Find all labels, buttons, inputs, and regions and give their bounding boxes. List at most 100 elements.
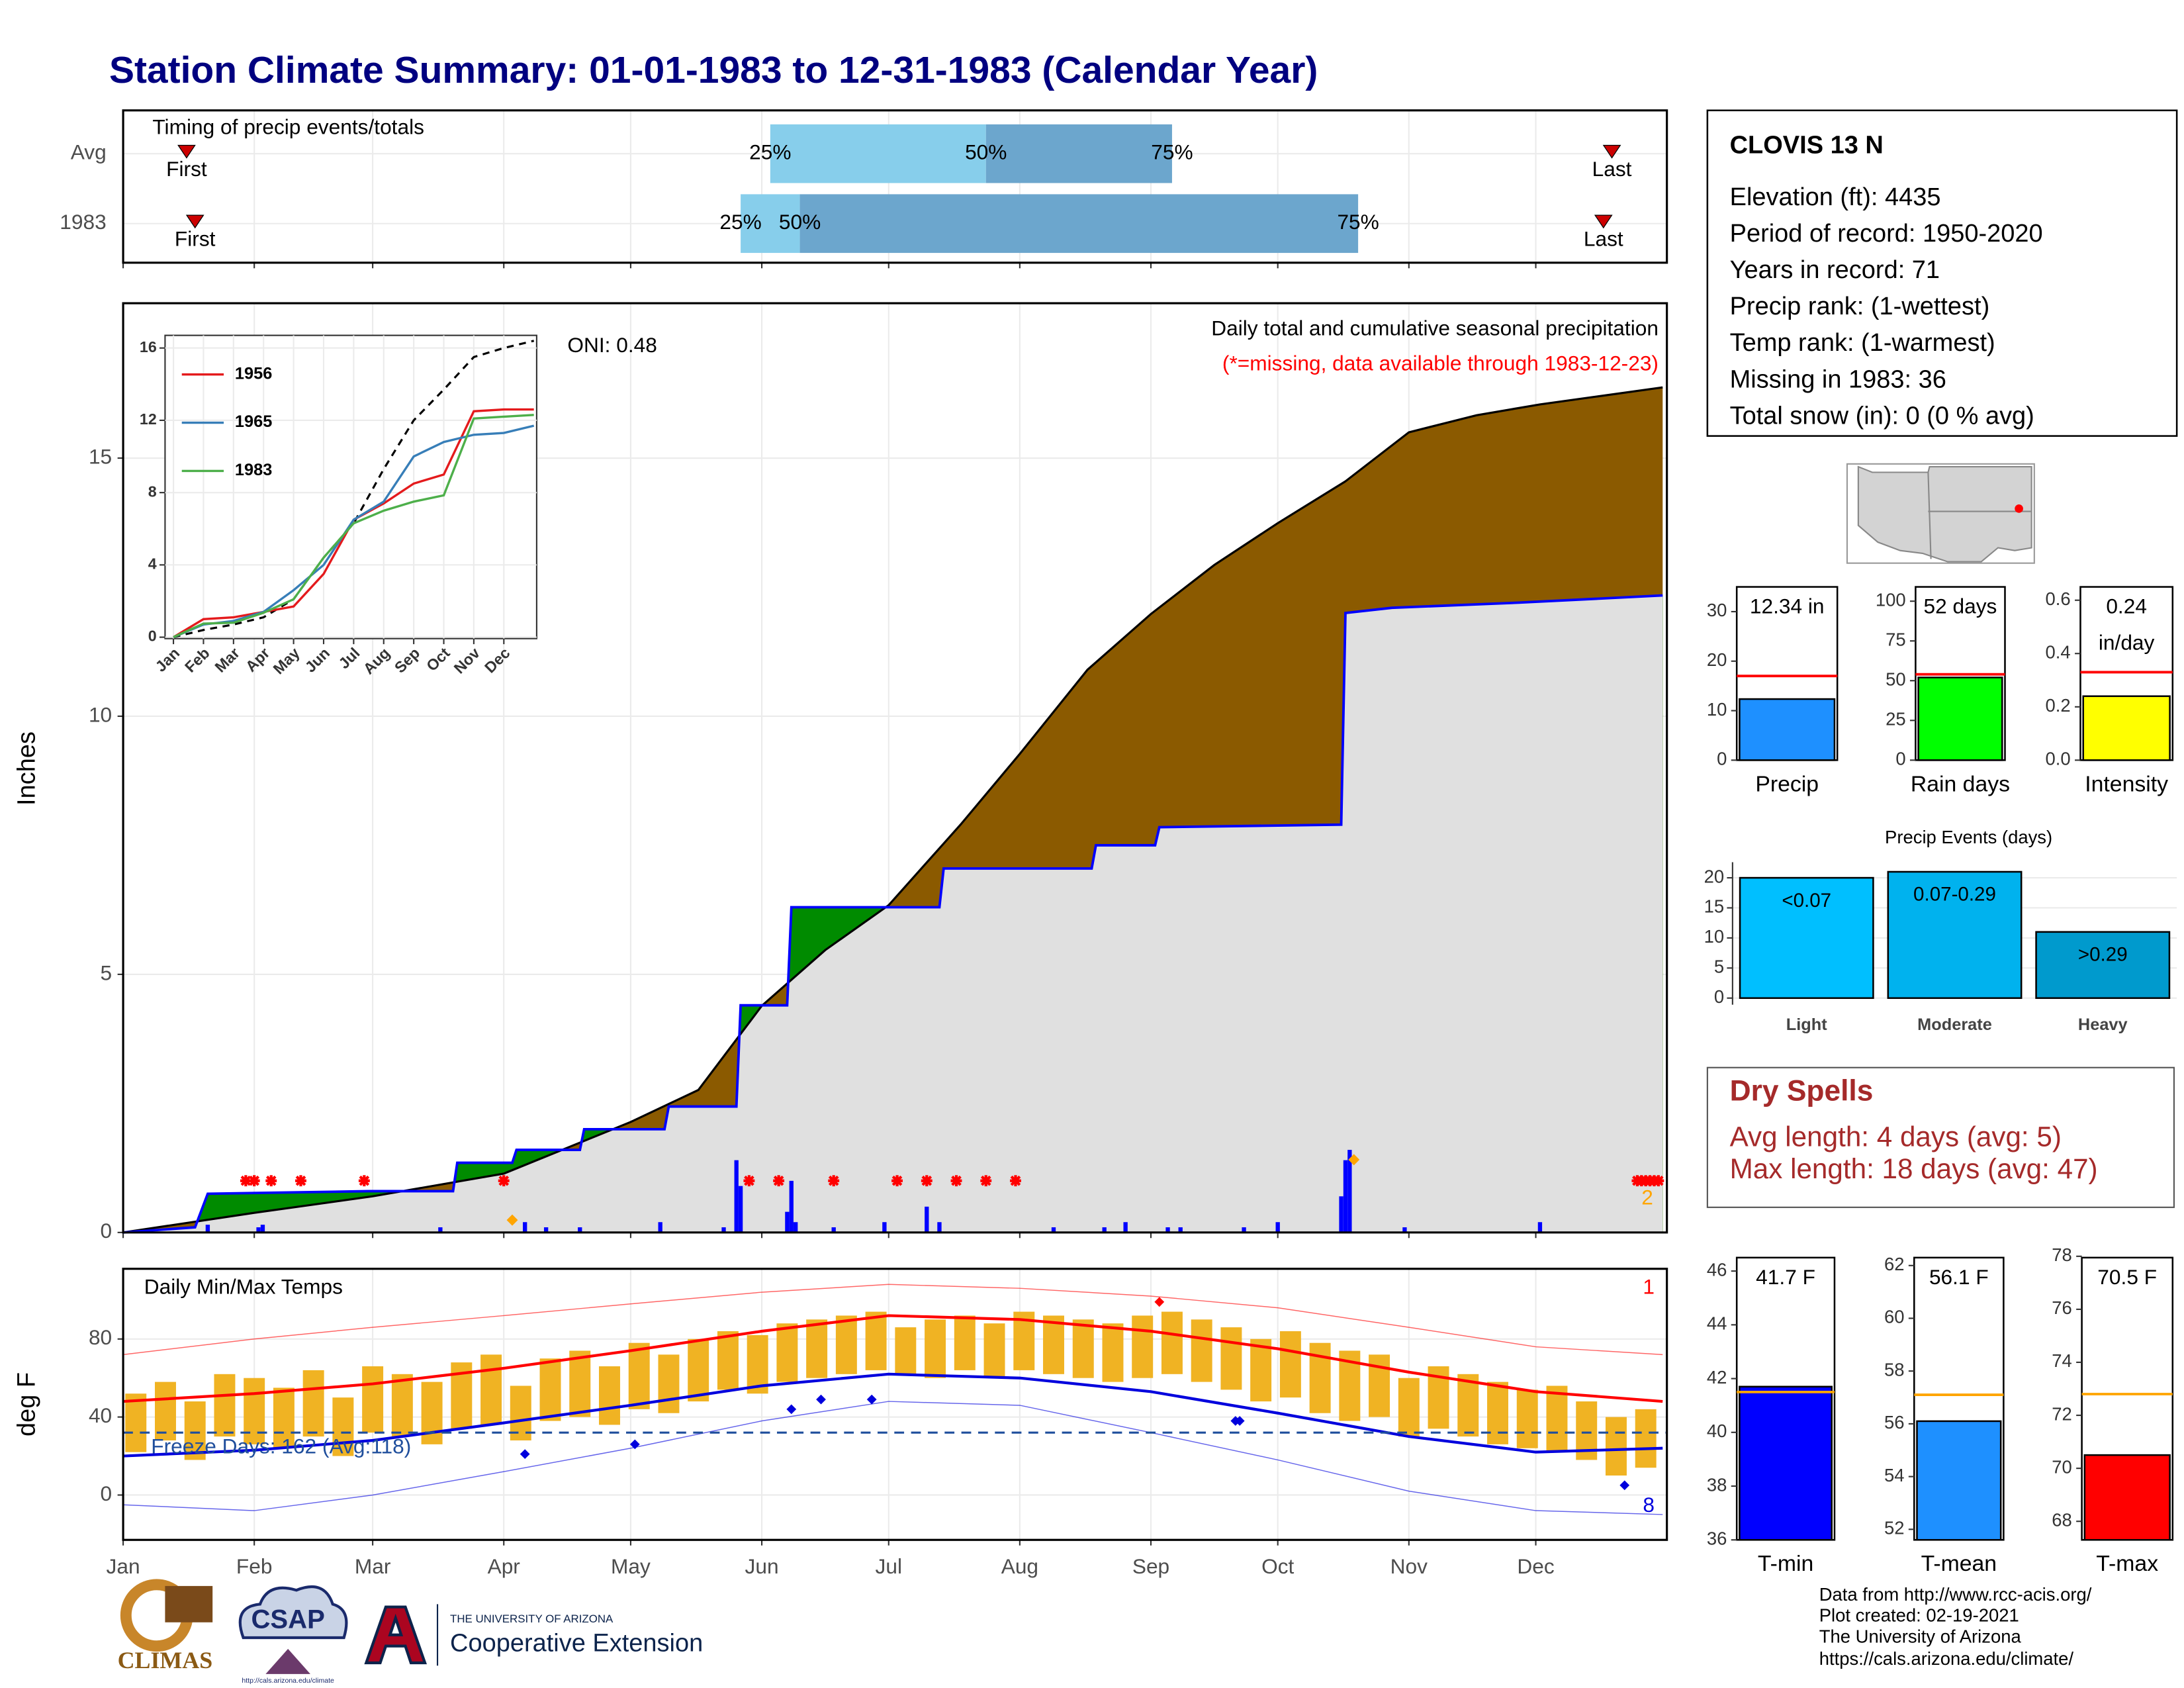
y-tick-label: 10 xyxy=(1707,699,1727,720)
temp-range-bar xyxy=(747,1335,768,1394)
temp-range-bar xyxy=(1043,1315,1064,1374)
station-info: Temp rank: (1-warmest) xyxy=(1730,329,1995,357)
y-tick-label: 5 xyxy=(1714,957,1724,977)
daily-precip-bar xyxy=(1339,1196,1343,1233)
x-tick-label: Jan xyxy=(107,1554,140,1578)
bar xyxy=(1887,870,2023,1000)
temp-range-bar xyxy=(1635,1409,1657,1468)
temp-range-bar xyxy=(510,1385,531,1440)
dry-spells-title: Dry Spells xyxy=(1730,1074,1874,1107)
daily-precip-bar xyxy=(1165,1227,1170,1233)
y-tick-label: 0 xyxy=(148,628,157,645)
y-tick-label: 76 xyxy=(2052,1297,2072,1318)
panel-title: Timing of precip events/totals xyxy=(152,115,424,139)
daily-precip-bar xyxy=(937,1222,942,1233)
footer-line: https://cals.arizona.edu/climate/ xyxy=(1819,1648,2074,1669)
bar xyxy=(2035,931,2171,1000)
daily-precip-bar xyxy=(785,1211,790,1233)
y-tick-label: 75 xyxy=(1886,629,1906,649)
record-high-line xyxy=(122,1284,1663,1356)
timing-marker xyxy=(177,144,196,159)
dry-spells-box xyxy=(1706,1066,2175,1208)
temp-range-bar xyxy=(1102,1323,1124,1382)
temp-range-bar xyxy=(806,1319,828,1378)
y-tick-label: 0 xyxy=(1714,986,1724,1007)
panel-subtitle: (*=missing, data available through 1983-… xyxy=(1222,351,1659,375)
csap-cloud xyxy=(238,1585,348,1640)
x-tick-label: Apr xyxy=(488,1554,521,1578)
x-axis-title: T-min xyxy=(1758,1551,1813,1576)
bar-label: >0.29 xyxy=(2078,944,2128,966)
x-tick-label: Nov xyxy=(1390,1554,1428,1578)
y-tick-label: 72 xyxy=(2052,1403,2072,1424)
missing-marker xyxy=(980,1175,992,1187)
daily-precip-bar xyxy=(1275,1222,1280,1233)
x-axis-title: Rain days xyxy=(1911,771,2010,796)
x-tick-label: Moderate xyxy=(1917,1015,1992,1034)
x-tick-label: Feb xyxy=(236,1554,273,1578)
y-tick-label: 38 xyxy=(1707,1474,1727,1495)
climas-logo-text: CLIMAS xyxy=(118,1647,213,1673)
daily-precip-bar xyxy=(738,1186,743,1233)
daily-precip-bar xyxy=(1102,1227,1107,1233)
x-tick-label: Oct xyxy=(1261,1554,1294,1578)
missing-marker xyxy=(828,1175,840,1187)
value-label: 52 days xyxy=(1924,594,1997,618)
temp-range-bar xyxy=(776,1323,798,1382)
map-region xyxy=(1857,465,2032,563)
station-info: Missing in 1983: 36 xyxy=(1730,365,1946,393)
climas-emblem xyxy=(165,1585,213,1622)
y-tick-label: 80 xyxy=(89,1325,112,1349)
temp-range-bar xyxy=(569,1350,591,1417)
panel-border xyxy=(122,109,1668,264)
daily-precip-bar xyxy=(925,1206,929,1233)
y-tick-label: 10 xyxy=(89,702,112,726)
y-tick-label: 100 xyxy=(1876,589,1906,610)
y-tick-label: 36 xyxy=(1707,1528,1727,1548)
x-axis-title: Intensity xyxy=(2085,771,2168,796)
value-unit: in/day xyxy=(2099,630,2155,654)
y-tick-label: 5 xyxy=(101,961,113,984)
timing-marker xyxy=(1594,214,1613,229)
temp-range-bar xyxy=(925,1319,946,1378)
inset-panel xyxy=(164,334,537,639)
y-tick-label: 54 xyxy=(1884,1465,1905,1485)
quartile-bar xyxy=(985,124,1172,183)
temp-range-bar xyxy=(1191,1319,1212,1382)
temp-range-bar xyxy=(865,1311,887,1370)
map-border xyxy=(1927,472,2032,559)
temp-range-bar xyxy=(1309,1342,1331,1413)
temp-range-bar xyxy=(1220,1327,1242,1390)
daily-precip-bar xyxy=(1343,1160,1348,1233)
y-tick-label: 62 xyxy=(1884,1254,1905,1274)
x-tick-label: Heavy xyxy=(2078,1015,2128,1034)
gauge-bar xyxy=(1916,1420,2002,1541)
station-info: Years in record: 71 xyxy=(1730,256,1940,284)
y-tick-label: 70 xyxy=(2052,1456,2072,1477)
footer-line: Plot created: 02-19-2021 xyxy=(1819,1605,2019,1626)
y-tick-label: 0 xyxy=(1895,749,1905,769)
missing-marker xyxy=(265,1175,277,1187)
y-tick-label: 44 xyxy=(1707,1313,1727,1334)
university-name: THE UNIVERSITY OF ARIZONA xyxy=(450,1613,614,1625)
x-tick-label: Aug xyxy=(1001,1554,1038,1578)
station-info: Elevation (ft): 4435 xyxy=(1730,183,1941,211)
y-tick-label: 12 xyxy=(140,410,157,428)
gauge-bar xyxy=(2082,695,2171,761)
y-tick-label: 15 xyxy=(89,444,112,468)
y-tick-label: 8 xyxy=(148,483,157,500)
y-tick-label: 0.0 xyxy=(2046,749,2071,769)
y-tick-label: 25 xyxy=(1886,709,1906,729)
record-low-line xyxy=(123,1401,1663,1515)
daily-precip-bar xyxy=(1178,1227,1183,1233)
daily-precip-bar xyxy=(256,1227,261,1233)
temp-range-bar xyxy=(480,1354,502,1425)
y-tick-label: 16 xyxy=(140,338,157,355)
y-tick-label: 0 xyxy=(101,1219,113,1243)
temp-range-bar xyxy=(1132,1315,1154,1378)
timing-marker xyxy=(185,214,205,229)
timing-label: First xyxy=(175,226,216,250)
temp-range-bar xyxy=(214,1374,236,1437)
freeze-label: Freeze Days: 162 (Avg:118) xyxy=(151,1434,411,1458)
chart-title: Precip Events (days) xyxy=(1885,827,2052,847)
